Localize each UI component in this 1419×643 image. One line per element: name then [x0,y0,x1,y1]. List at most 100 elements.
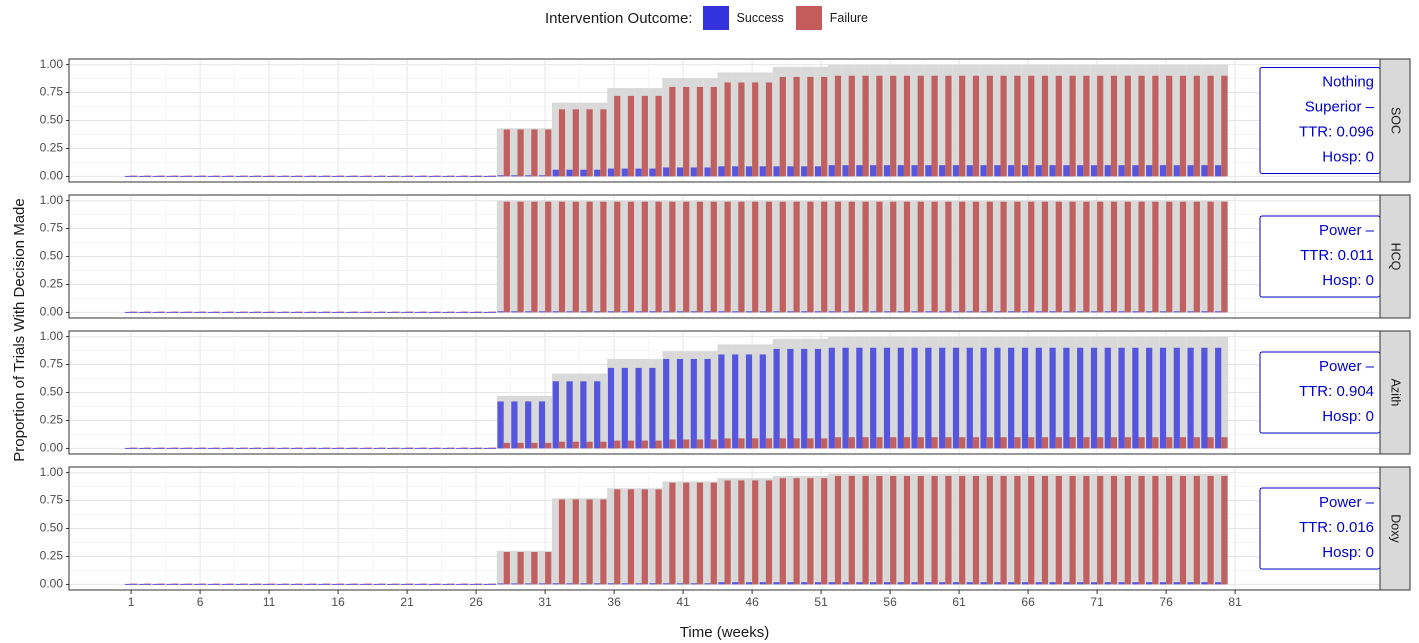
bar-success [883,165,891,177]
bar-success [538,175,546,177]
y-tick-label: 0.00 [40,169,64,183]
bar-failure [1000,437,1007,449]
bar-failure [848,475,855,585]
bar-success [1035,582,1042,585]
bar-success [1104,582,1111,585]
bar-success [538,401,546,449]
bar-success [1201,311,1208,313]
bar-success [566,381,573,449]
strip-label-hcq: HCQ [1389,243,1403,271]
bar-failure [1028,75,1035,177]
bar-failure [752,438,759,449]
bar-failure [834,75,842,177]
bar-failure [696,482,704,585]
bar-success [745,311,753,313]
bar-failure [1069,437,1076,449]
legend: Intervention Outcome: Success Failure [0,6,1419,30]
x-tick-label: 76 [1159,595,1173,609]
bar-failure [862,475,869,585]
bar-success [580,583,587,585]
bar-failure [765,82,773,177]
bar-failure [959,75,966,177]
bar-success [745,166,753,177]
bar-failure [931,201,938,313]
bar-success [525,401,532,449]
bar-success [1132,165,1139,177]
bar-success [552,381,559,449]
bar-success [580,169,587,177]
bar-failure [862,437,869,449]
bar-success [952,165,960,177]
bar-success [594,583,601,585]
bar-success [1021,347,1029,449]
bar-failure [545,442,552,449]
bar-failure [1193,437,1200,449]
bar-failure [1014,437,1021,449]
bar-success [1021,311,1029,313]
bar-failure [917,437,924,449]
bar-failure [1000,475,1007,585]
bar-success [980,347,987,449]
bar-success [801,582,808,585]
x-axis-title: Time (weeks) [680,624,769,641]
bar-failure [600,499,607,585]
y-tick-label: 0.50 [40,385,64,399]
bar-failure [1041,201,1049,313]
bar-failure [1069,75,1076,177]
bar-failure [503,442,510,449]
bar-failure [917,475,924,585]
bar-failure [834,201,842,313]
bar-success [1173,165,1180,177]
bar-failure [1124,437,1131,449]
x-tick-label: 61 [952,595,966,609]
bar-failure [1179,437,1187,449]
bar-success [497,311,504,313]
bar-success [594,169,601,177]
bar-success [732,166,739,177]
bar-failure [503,201,510,313]
y-tick-label: 0.00 [40,441,64,455]
bar-failure [848,201,855,313]
bar-success [814,166,822,177]
bar-success [939,311,946,313]
bar-success [842,347,849,449]
bar-failure [503,551,510,585]
bar-success [1118,582,1125,585]
bar-failure [641,440,648,449]
bar-failure [876,201,883,313]
bar-failure [1055,201,1062,313]
bar-failure [655,201,662,313]
bar-failure [1124,475,1131,585]
bar-success [911,582,918,585]
bar-success [856,347,863,449]
bar-success [1008,582,1015,585]
bar-success [552,583,559,585]
bar-success [676,358,684,449]
bar-failure [1221,75,1228,177]
bar-success [663,583,670,585]
bar-failure [807,438,814,449]
bar-failure [614,95,621,177]
bar-success [787,348,794,449]
bar-success [994,347,1001,449]
bar-failure [1221,475,1228,585]
bar-success [1049,165,1056,177]
bar-failure [1152,75,1159,177]
bar-success [1063,582,1070,585]
y-tick-label: 1.00 [40,465,64,479]
bar-failure [1166,437,1173,449]
bar-success [1021,165,1029,177]
bar-failure [1110,75,1118,177]
bar-success [1146,347,1153,449]
bar-failure [821,438,828,449]
bar-success [621,311,628,313]
bar-failure [614,201,621,313]
bar-success [1132,311,1139,313]
bar-success [718,582,725,585]
x-tick-label: 16 [331,595,345,609]
bar-failure [903,437,911,449]
bar-failure [890,201,897,313]
bar-success [511,401,518,449]
bar-success [732,354,739,449]
x-tick-label: 36 [607,595,621,609]
